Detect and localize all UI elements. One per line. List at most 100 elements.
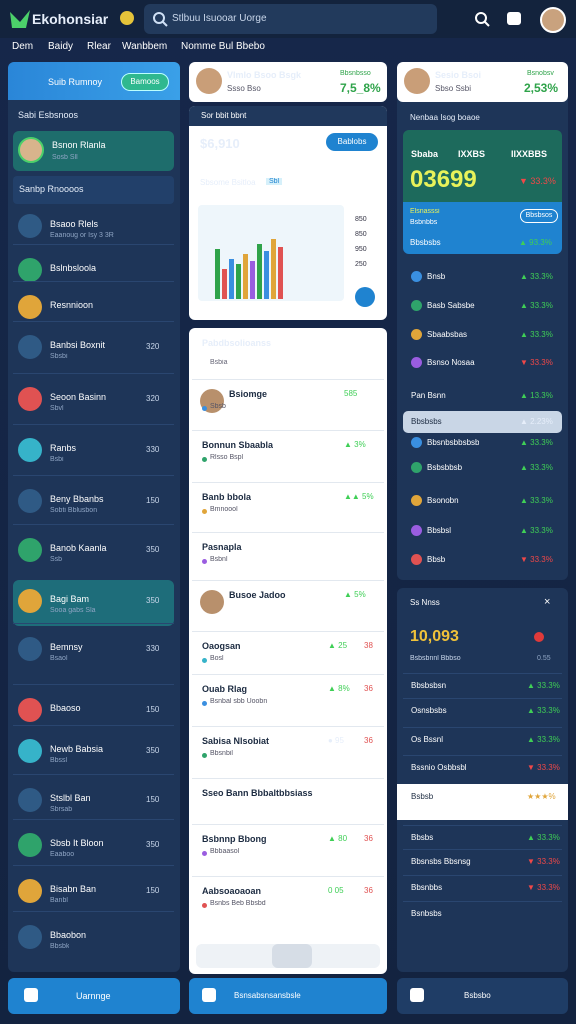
stock-sub: Elsnasssi xyxy=(410,208,440,215)
chart-bar xyxy=(250,261,255,299)
avatar xyxy=(18,137,44,163)
row-divider xyxy=(403,849,562,850)
list-item-sub: Bbsnbil xyxy=(210,750,233,757)
user-avatar[interactable] xyxy=(540,7,566,33)
list-item-name: Bonnun Sbaabla xyxy=(202,440,274,450)
search-box[interactable] xyxy=(144,4,437,34)
item-icon xyxy=(18,739,42,763)
nav-item[interactable]: Wanbbem xyxy=(122,41,168,52)
list-item-sub: Bsnbs Beb Bbsbd xyxy=(210,900,266,907)
highlight-row xyxy=(403,411,562,433)
item-meta: ▲ 33.3% xyxy=(520,463,553,472)
nav-item[interactable]: Dem xyxy=(12,41,34,52)
item-icon xyxy=(18,589,42,613)
item-meta: ▲ 2.23% xyxy=(520,417,553,426)
nav-item[interactable]: Rlear xyxy=(87,41,111,52)
item-sub: Eaaboo xyxy=(50,851,75,858)
item-icon xyxy=(18,387,42,411)
row-divider xyxy=(192,532,384,533)
nav-item[interactable]: Nomme Bul Bbebo xyxy=(181,41,265,52)
list-item-meta2: 36 xyxy=(364,736,373,745)
list-item-meta: ▲ 25 xyxy=(328,641,348,650)
profile-change: 7,5_8% xyxy=(340,81,381,95)
footer-icon xyxy=(202,988,216,1002)
item-name: Bsonobn xyxy=(427,496,459,505)
row-divider xyxy=(192,778,384,779)
dot xyxy=(202,903,207,908)
alert-dot xyxy=(534,632,544,642)
row-divider xyxy=(13,373,174,374)
item-meta: 150 xyxy=(146,795,160,804)
stock-big: 03699 xyxy=(410,166,477,193)
row-divider xyxy=(13,684,174,685)
list-item-name: Oaogsan xyxy=(202,641,241,651)
row-divider xyxy=(192,824,384,825)
stock-button[interactable]: Bbsbsos xyxy=(520,209,558,223)
notification-button[interactable] xyxy=(507,12,521,25)
row-divider xyxy=(403,727,562,728)
row-meta: ▲ 33.3% xyxy=(527,681,560,690)
row-name: Bbsbsbsn xyxy=(411,681,447,690)
right-panel-2 xyxy=(397,588,568,972)
middle-footer[interactable] xyxy=(189,978,387,1014)
close-button[interactable]: × xyxy=(544,596,551,608)
toolbar-tab[interactable] xyxy=(272,944,312,968)
right-footer[interactable] xyxy=(397,978,568,1014)
search-button[interactable] xyxy=(474,11,490,27)
chart-bar xyxy=(278,247,283,299)
item-meta: 150 xyxy=(146,705,160,714)
item-meta: 350 xyxy=(146,545,160,554)
profile-sub: Ssso Bso xyxy=(227,84,261,93)
list-item-name: Banb bbola xyxy=(202,492,251,502)
logo-icon xyxy=(10,10,30,28)
panel-sub: Bsbsbnnl Bbbso xyxy=(410,655,461,662)
row-divider xyxy=(13,321,174,322)
item-meta: 150 xyxy=(146,496,160,505)
avatar xyxy=(404,68,430,94)
row-divider xyxy=(192,482,384,483)
row-name: Os Bssnl xyxy=(411,735,444,744)
row-name: Bbsnsbs Bbsnsg xyxy=(411,857,471,866)
row-divider xyxy=(403,698,562,699)
row-name: Osnsbsbs xyxy=(411,706,447,715)
list-item-meta: ▲ 8% xyxy=(328,684,350,693)
row-divider xyxy=(13,911,174,912)
dot xyxy=(202,851,207,856)
item-icon xyxy=(18,788,42,812)
profile-name: Sesio Bsoi xyxy=(435,70,482,80)
chart-bar xyxy=(229,259,234,299)
search-placeholder: Stlbuu Isuooar Uorge xyxy=(172,13,267,24)
item-name: Sbaabsbas xyxy=(427,330,468,339)
chart-fab[interactable] xyxy=(355,287,375,307)
stock-label: IIXXBBS xyxy=(511,149,548,159)
item-name: Bbsbsl xyxy=(427,526,452,535)
stock-card xyxy=(403,130,562,254)
chart-button[interactable]: Bablobs xyxy=(326,133,378,151)
item-meta: ▲ 33.3% xyxy=(520,496,553,505)
row-meta: ★★★% xyxy=(527,792,556,801)
item-sub: Ssb xyxy=(50,556,63,563)
list-item-sub: Bosl xyxy=(210,655,224,662)
item-sub: Sooa gabs Sla xyxy=(50,607,96,614)
list-item-meta2: 38 xyxy=(364,641,373,650)
row-meta: ▼ 33.3% xyxy=(527,857,560,866)
left-button[interactable]: Bamoos xyxy=(121,73,169,91)
row-divider xyxy=(13,424,174,425)
contact-sub: Sosb Sll xyxy=(52,154,78,161)
list-item-name: Bsbnnp Bbong xyxy=(202,834,267,844)
item-meta: ▼ 33.3% xyxy=(520,358,553,367)
item-icon xyxy=(411,357,422,368)
item-meta: 330 xyxy=(146,445,160,454)
item-name: Bbsb xyxy=(427,555,446,564)
nav-item[interactable]: Baidy xyxy=(48,41,74,52)
item-meta: 350 xyxy=(146,840,160,849)
item-name: Ranbs xyxy=(50,443,77,453)
row-divider xyxy=(13,865,174,866)
item-name: Bslnbsloola xyxy=(50,263,97,273)
chart-bar xyxy=(215,249,220,299)
list-item-meta: ▲ 5% xyxy=(344,590,366,599)
axis-label: 850 xyxy=(355,231,367,238)
item-name: Sbsb It Bloon xyxy=(50,838,104,848)
item-icon xyxy=(411,462,422,473)
